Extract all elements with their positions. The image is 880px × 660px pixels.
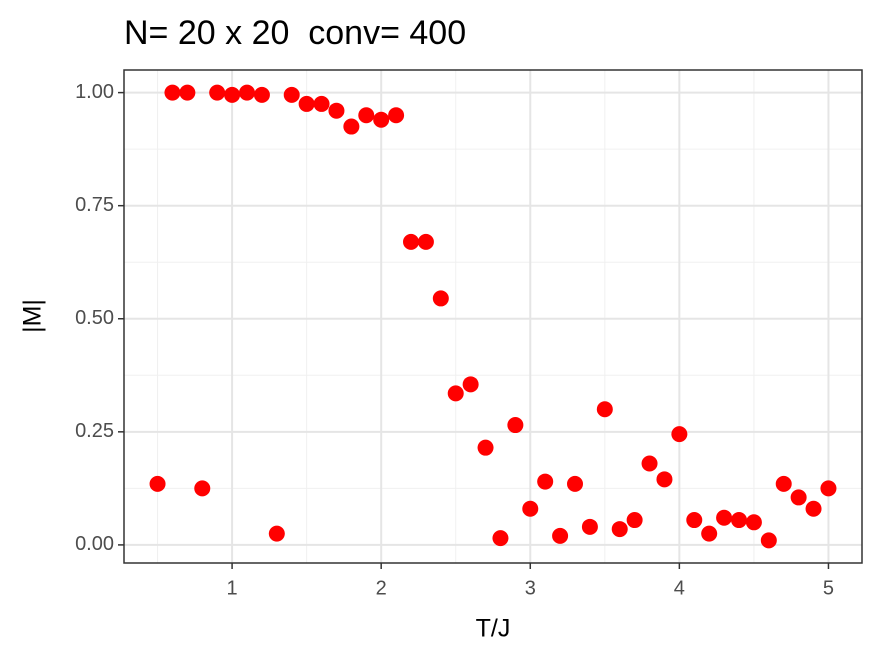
point	[313, 95, 330, 112]
point	[611, 521, 628, 538]
panel-border	[123, 69, 863, 564]
point	[686, 512, 703, 529]
x-tick-label: 3	[525, 577, 536, 599]
point	[268, 525, 285, 542]
point	[298, 95, 315, 112]
point	[581, 518, 598, 535]
point	[537, 473, 554, 490]
point	[328, 102, 345, 119]
point	[596, 401, 613, 418]
point	[164, 84, 181, 101]
point	[179, 84, 196, 101]
y-axis-label: |M|	[19, 299, 47, 333]
x-tick-label: 2	[376, 577, 387, 599]
x-axis-label: T/J	[476, 615, 511, 643]
point	[507, 417, 524, 434]
point	[567, 475, 583, 492]
point	[522, 500, 539, 517]
point	[373, 111, 390, 128]
point	[492, 530, 509, 547]
point	[716, 509, 733, 526]
point	[239, 84, 255, 101]
point	[626, 512, 643, 529]
point	[358, 107, 375, 124]
y-tick-label: 0.00	[75, 533, 114, 555]
point	[224, 86, 241, 103]
point	[745, 514, 762, 531]
point	[790, 489, 807, 506]
chart-title: N= 20 x 20 conv= 400	[124, 14, 466, 52]
point	[731, 512, 747, 529]
point	[701, 525, 718, 542]
panel	[124, 70, 862, 563]
y-tick-label: 0.75	[75, 194, 114, 216]
x-tick-label: 4	[674, 577, 685, 599]
point	[641, 455, 658, 472]
point	[432, 290, 449, 307]
x-tick-label: 1	[227, 577, 238, 599]
point	[343, 118, 360, 135]
y-tick-label: 0.25	[75, 420, 114, 442]
point	[671, 426, 688, 443]
point	[447, 385, 464, 402]
point	[775, 475, 792, 492]
point	[283, 86, 300, 103]
point	[209, 84, 226, 101]
point	[805, 500, 822, 517]
point	[656, 471, 673, 488]
point	[388, 107, 405, 124]
point	[760, 532, 777, 549]
point	[477, 439, 494, 456]
point	[149, 475, 166, 492]
y-tick-label: 0.50	[75, 307, 114, 329]
point	[403, 233, 419, 250]
point	[194, 480, 211, 497]
y-tick-label: 1.00	[75, 81, 114, 103]
point	[253, 86, 270, 103]
point	[417, 233, 434, 250]
point	[820, 480, 837, 497]
x-tick-label: 5	[823, 577, 834, 599]
point	[462, 376, 479, 393]
point	[552, 527, 569, 544]
